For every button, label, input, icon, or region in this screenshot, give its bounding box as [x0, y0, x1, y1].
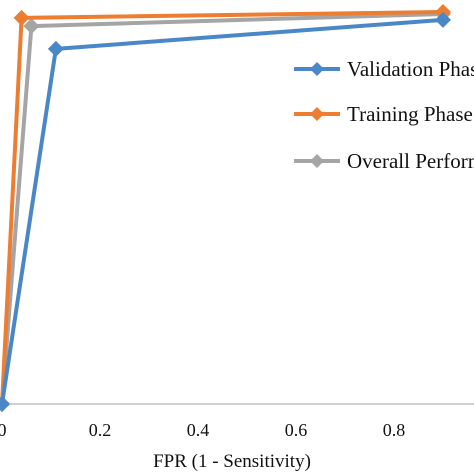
- validation-phase-point: [0, 396, 10, 412]
- x-tick-label: 0.6: [285, 420, 308, 440]
- training-phase-point: [13, 9, 30, 26]
- validation-phase-point: [47, 40, 64, 57]
- legend-item-overall-performance: Overall Performance: [294, 149, 474, 173]
- x-tick-labels: 0 0.2 0.4 0.6 0.8: [0, 420, 405, 440]
- x-tick-label: 0: [0, 420, 7, 440]
- legend-swatch-marker: [310, 62, 324, 76]
- legend-label: Overall Performance: [347, 149, 474, 173]
- x-axis-label: FPR (1 - Sensitivity): [153, 451, 311, 472]
- x-tick-label: 0.8: [383, 420, 406, 440]
- validation-phase-point: [435, 11, 451, 28]
- overall-performance-point: [23, 18, 40, 35]
- legend-label: Training Phase: [347, 102, 473, 126]
- legend-swatch-marker: [310, 154, 324, 168]
- series-validation-phase: [0, 11, 451, 412]
- series-layer: [0, 4, 451, 412]
- legend-item-validation-phase: Validation Phase: [294, 57, 474, 81]
- legend-label: Validation Phase: [347, 57, 474, 81]
- legend: Validation Phase Training Phase Overall Pe…: [294, 57, 474, 173]
- legend-swatch-marker: [310, 107, 324, 121]
- legend-item-training-phase: Training Phase: [294, 102, 473, 126]
- x-tick-label: 0.2: [89, 420, 112, 440]
- x-tick-label: 0.4: [187, 420, 210, 440]
